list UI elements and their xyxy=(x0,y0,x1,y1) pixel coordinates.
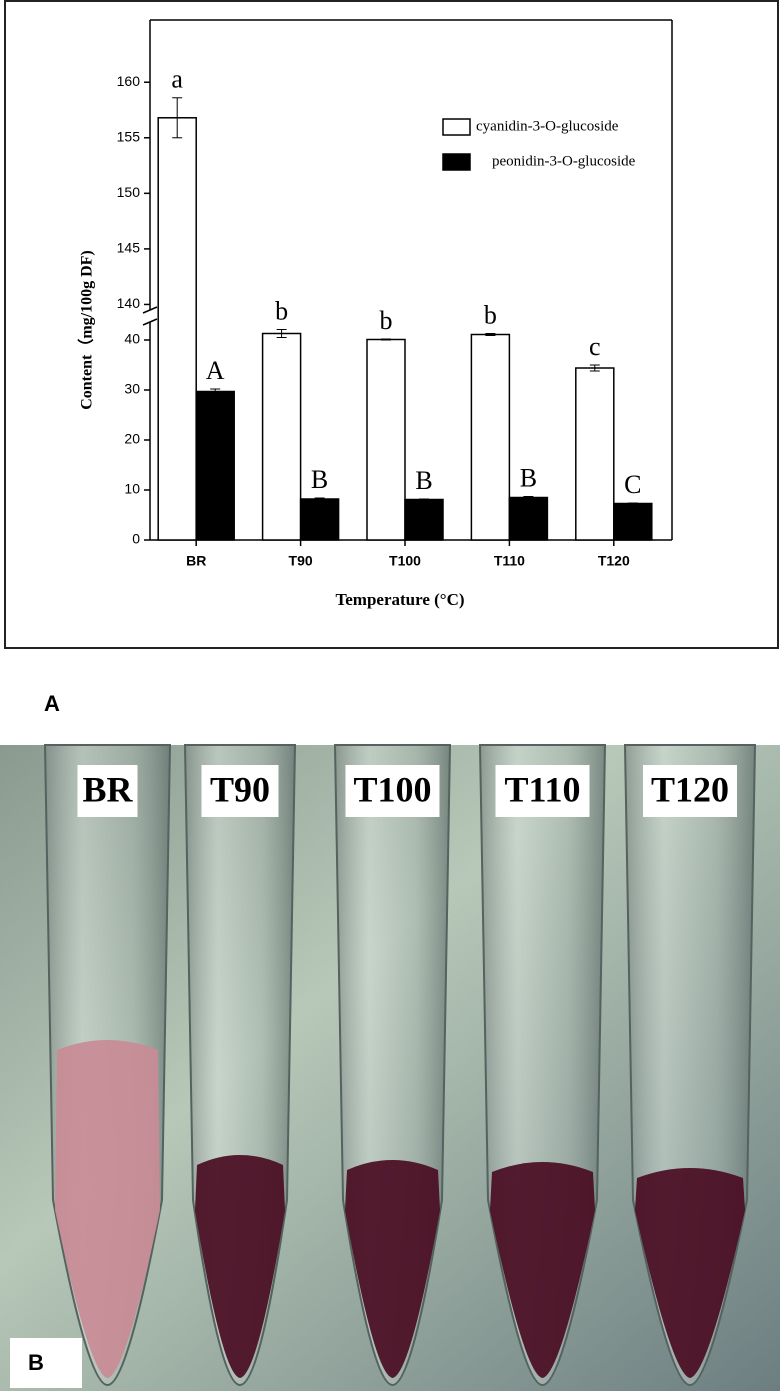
bar xyxy=(299,498,340,541)
x-tick-label: T100 xyxy=(389,553,421,569)
x-tick-label: T90 xyxy=(289,553,313,569)
legend-swatch xyxy=(442,118,471,136)
sediment xyxy=(55,1040,160,1378)
x-tick-label: BR xyxy=(186,553,206,569)
y-tick-label: 10 xyxy=(124,481,140,497)
x-tick-label: T110 xyxy=(494,553,525,569)
y-tick-label: 150 xyxy=(117,184,141,200)
tube-label-box xyxy=(201,765,279,817)
bar xyxy=(195,390,235,541)
significance-letter: C xyxy=(624,470,641,499)
bar xyxy=(613,502,653,541)
bar xyxy=(470,333,511,541)
sediment xyxy=(490,1162,595,1378)
y-tick-label: 155 xyxy=(117,128,141,144)
significance-letter: c xyxy=(589,332,601,361)
chart: 0 10 20 30 40 140 145 150 155 160 BR a A T90 b B T100 b B T… xyxy=(78,19,673,609)
significance-letter: A xyxy=(206,356,225,385)
y-tick-label: 40 xyxy=(124,331,140,347)
significance-letter: B xyxy=(311,465,328,494)
y-tick-label: 140 xyxy=(117,295,141,311)
significance-letter: B xyxy=(415,466,432,495)
y-tick-label: 145 xyxy=(117,240,141,256)
significance-letter: b xyxy=(380,306,393,335)
legend-label: cyanidin-3-O-glucoside xyxy=(476,118,619,134)
y-tick-label: 160 xyxy=(117,73,141,89)
tube-label: T110 xyxy=(504,769,580,809)
tube-label-box xyxy=(495,765,590,817)
axis-break xyxy=(142,306,158,314)
significance-letter: b xyxy=(275,296,288,325)
y-axis-label: Content（mg/100g DF) xyxy=(78,250,96,410)
legend-label: peonidin-3-O-glucoside xyxy=(492,153,636,169)
tube-label: T90 xyxy=(210,769,270,809)
legend-swatch xyxy=(442,153,471,171)
significance-letter: b xyxy=(484,300,497,329)
x-axis-label: Temperature (°C) xyxy=(335,590,464,609)
tube-label-box xyxy=(345,765,440,817)
chart-border xyxy=(4,0,779,649)
tube-label-box xyxy=(643,765,737,817)
tube-label-box xyxy=(77,765,138,817)
photo: BR T90 T100 T110 T120 xyxy=(0,744,780,1391)
bar xyxy=(261,332,302,541)
sediment xyxy=(195,1155,285,1378)
panel-label: B xyxy=(28,1350,44,1375)
panel-label: A xyxy=(44,691,60,716)
sediment xyxy=(345,1160,440,1378)
bar xyxy=(508,496,549,541)
significance-letter: B xyxy=(520,463,537,492)
significance-letter: a xyxy=(171,65,183,94)
y-tick-label: 20 xyxy=(124,431,140,447)
tube-label: T120 xyxy=(651,769,729,809)
sediment xyxy=(635,1168,745,1378)
y-tick-label: 30 xyxy=(124,381,140,397)
bar xyxy=(366,338,406,541)
panel-label-box xyxy=(10,1338,82,1388)
axis-break xyxy=(142,318,158,326)
bar xyxy=(157,117,197,541)
bar xyxy=(575,367,615,541)
bar xyxy=(404,498,444,541)
tube-label: T100 xyxy=(353,769,431,809)
x-tick-label: T120 xyxy=(598,553,630,569)
y-tick-label: 0 xyxy=(132,531,140,547)
tube-label: BR xyxy=(82,769,133,809)
